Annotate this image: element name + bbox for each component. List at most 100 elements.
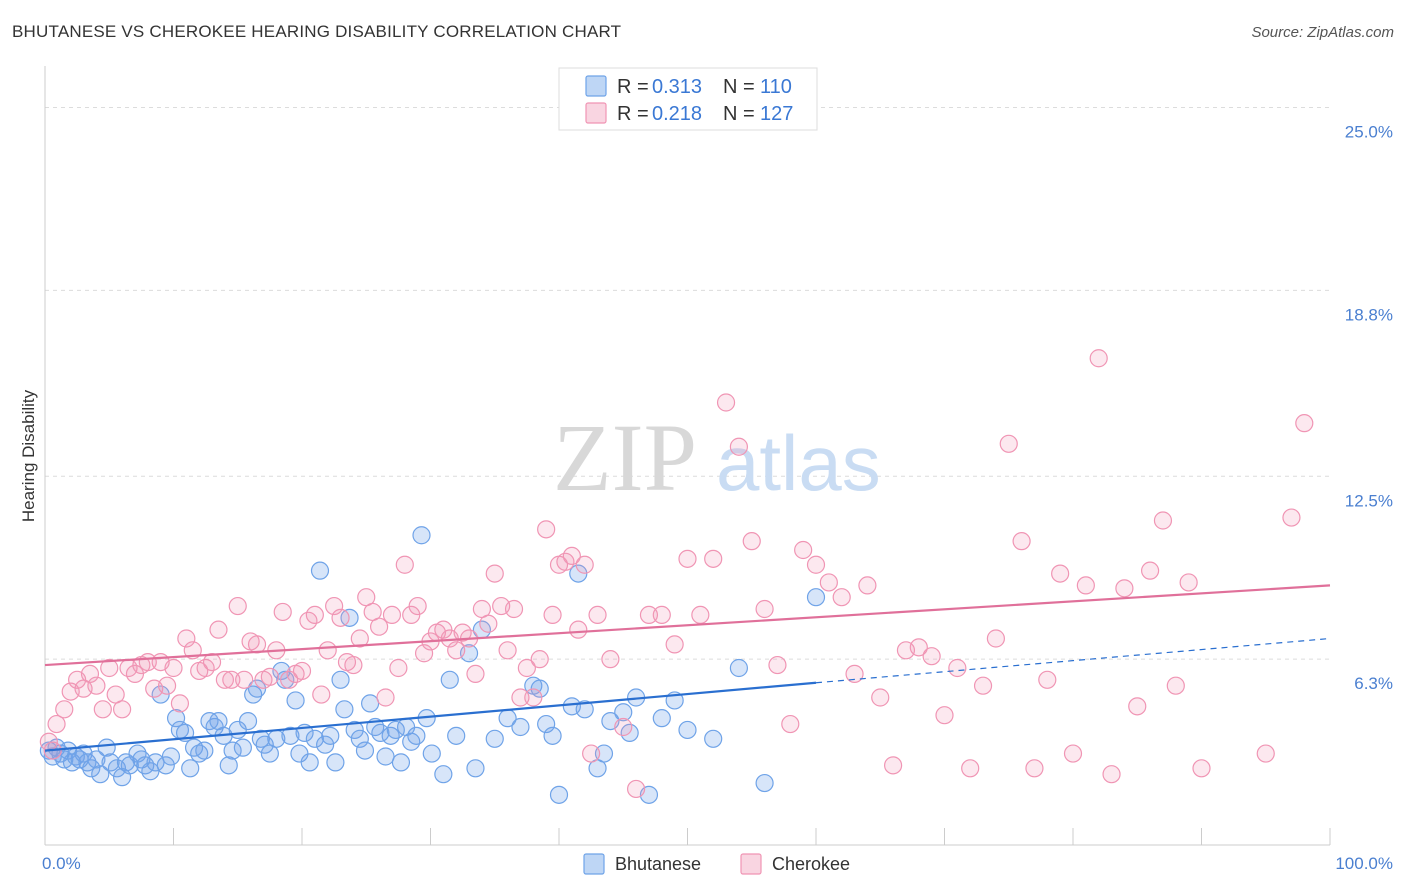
data-point [678, 549, 697, 568]
legend-r-value: 0.218 [652, 103, 702, 125]
data-point [729, 437, 749, 456]
series-cherokee [39, 349, 1314, 799]
bottom-legend-swatch-bhutanese [583, 853, 605, 875]
data-point [376, 688, 395, 707]
trend-line-cherokee [44, 584, 1331, 667]
data-point [255, 735, 274, 754]
data-point [537, 520, 556, 539]
data-point [310, 561, 330, 580]
data-point [184, 738, 204, 757]
data-point [498, 641, 517, 660]
data-point [350, 629, 369, 648]
data-point [575, 555, 594, 574]
data-point [223, 741, 242, 760]
legend-swatch-cherokee [585, 102, 607, 124]
series-legend: Bhutanese Cherokee [583, 853, 850, 875]
y-tick-label: 6.3% [1354, 674, 1393, 693]
data-point [594, 744, 614, 763]
data-point [177, 629, 196, 648]
data-point [376, 747, 395, 766]
data-point [286, 691, 305, 710]
watermark: ZIP atlas [553, 404, 881, 511]
data-point [1295, 414, 1314, 433]
data-point [626, 779, 646, 799]
data-point [112, 700, 132, 719]
data-point [305, 605, 324, 625]
data-point [157, 676, 177, 695]
data-point [1166, 676, 1185, 695]
data-point [381, 726, 400, 745]
data-point [530, 650, 549, 669]
legend-n-label: N = [723, 103, 755, 125]
data-point [704, 549, 723, 568]
trend-lines [44, 584, 1331, 752]
data-point [909, 638, 928, 657]
data-point [883, 756, 903, 775]
data-point [440, 670, 459, 689]
y-tick-labels: 6.3% 12.5% 18.8% 25.0% [1345, 123, 1393, 694]
data-point [209, 620, 228, 639]
data-point [281, 726, 300, 745]
data-point [755, 599, 774, 619]
data-point [55, 700, 74, 719]
data-point [986, 629, 1006, 648]
data-point [1140, 561, 1160, 580]
data-point [794, 540, 813, 560]
data-point [326, 753, 345, 772]
data-point [652, 709, 671, 728]
legend-n-value: 110 [760, 76, 792, 98]
data-point [136, 756, 155, 775]
data-point [87, 750, 106, 769]
x-tick-labels: 0.0% 100.0% [42, 854, 1393, 873]
data-point [652, 605, 671, 625]
data-point [665, 635, 684, 654]
data-point [447, 726, 466, 745]
data-point [170, 694, 190, 713]
y-axis-label: Hearing Disability [19, 389, 38, 522]
legend-r-label: R = [617, 76, 649, 98]
data-point [504, 599, 524, 619]
data-point [1128, 697, 1147, 716]
data-point [582, 744, 601, 763]
data-point [704, 729, 723, 748]
data-point [434, 765, 453, 784]
x-tick-label: 0.0% [42, 854, 81, 873]
data-point [47, 714, 66, 734]
data-point [819, 573, 838, 592]
data-point [371, 723, 390, 743]
chart-source: Source: ZipAtlas.com [1251, 24, 1394, 41]
axes [44, 66, 1331, 846]
data-point [871, 688, 890, 707]
data-point [1051, 564, 1070, 583]
data-point [806, 555, 826, 574]
data-point [543, 726, 562, 745]
data-point [639, 605, 659, 625]
trend-line-bhutanese-extension [815, 637, 1331, 684]
data-point [691, 605, 710, 625]
data-point [247, 635, 267, 654]
data-point [361, 694, 380, 713]
data-point [344, 655, 363, 675]
legend-n-label: N = [723, 76, 755, 98]
data-point [858, 576, 877, 595]
data-point [806, 588, 826, 607]
data-point [82, 759, 101, 778]
data-point [312, 685, 331, 704]
data-point [768, 655, 787, 675]
data-point [228, 596, 247, 616]
data-point [1179, 573, 1198, 592]
data-point [832, 588, 851, 607]
data-point [1076, 576, 1095, 595]
data-point [316, 735, 335, 754]
data-point [350, 729, 369, 748]
data-point [781, 714, 800, 734]
bottom-legend-label-cherokee: Cherokee [772, 854, 850, 874]
data-point [479, 614, 498, 633]
data-point [1025, 759, 1044, 778]
data-point [569, 620, 588, 639]
data-point [260, 667, 279, 686]
data-point [422, 744, 441, 763]
data-point [321, 726, 340, 745]
data-point [1063, 744, 1083, 763]
